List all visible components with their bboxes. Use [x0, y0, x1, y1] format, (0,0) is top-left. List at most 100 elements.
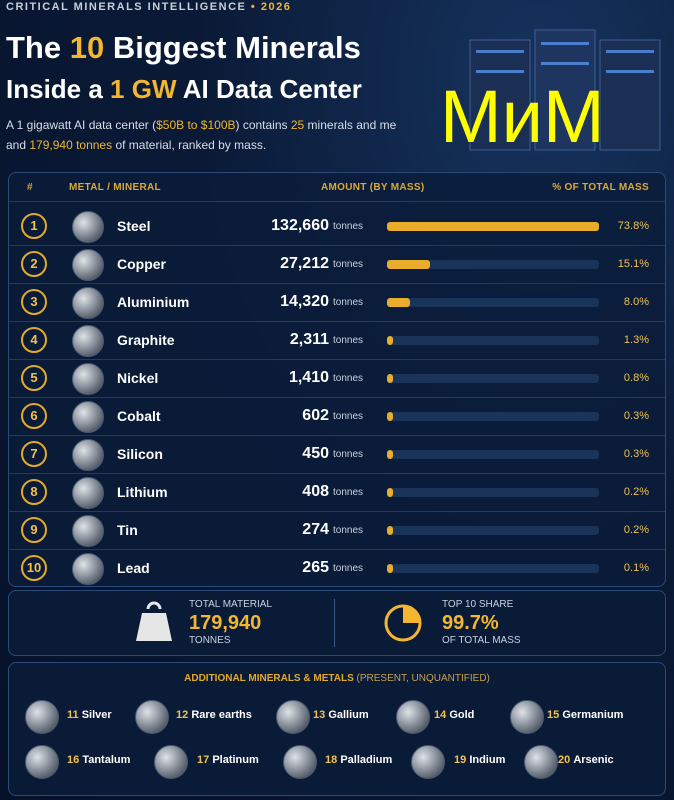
title-line-1: The 10 Biggest Minerals	[6, 30, 361, 66]
mineral-icon	[276, 700, 310, 734]
kicker-separator: •	[250, 1, 257, 13]
item-name: Tantalum	[82, 754, 131, 766]
text-piece: Inside a	[6, 74, 111, 104]
share-label: 15.1%	[617, 258, 649, 270]
rank-badge: 2	[21, 251, 47, 277]
text-piece: 25	[290, 118, 305, 132]
mineral-icon	[72, 553, 104, 585]
item-name: Platinum	[212, 754, 259, 766]
item-name: Arsenic	[573, 754, 614, 766]
rank-badge: 5	[21, 365, 47, 391]
amount: 274	[302, 521, 329, 538]
amount: 27,212	[280, 255, 329, 272]
share-label: 0.3%	[623, 410, 649, 422]
amount: 602	[302, 407, 329, 424]
bar-track	[387, 374, 599, 383]
share-label: 0.2%	[623, 486, 649, 498]
ranking-table: # METAL / MINERAL AMOUNT (BY MASS) % OF TOT…	[8, 172, 666, 587]
subtitle-line-1: A 1 gigawatt AI data center ($50B to $10…	[6, 118, 396, 132]
item-rank: 15	[547, 709, 560, 721]
mineral-icon	[283, 745, 317, 779]
item-name: Indium	[469, 754, 506, 766]
mineral-name: Lead	[117, 560, 150, 576]
text-piece: 10	[69, 30, 105, 65]
text-piece: ) contains	[235, 118, 291, 132]
share-icon	[384, 604, 422, 642]
rank-badge: 9	[21, 517, 47, 543]
share-bar	[387, 488, 393, 497]
mineral-icon	[154, 745, 188, 779]
rank-badge: 1	[21, 213, 47, 239]
additional-item: 19 Indium	[454, 754, 505, 766]
share-bar	[387, 336, 393, 345]
share-bar	[387, 526, 393, 535]
additional-item: 14 Gold	[434, 709, 474, 721]
row-divider	[9, 321, 665, 322]
mineral-name: Aluminium	[117, 294, 190, 310]
additional-item: 15 Germanium	[547, 709, 623, 721]
mineral-name: Nickel	[117, 370, 159, 386]
weight-icon	[136, 601, 172, 641]
bar-track	[387, 564, 599, 573]
unit: tonnes	[333, 563, 364, 574]
text-piece: 179,940 tonnes	[29, 138, 113, 152]
item-name: Germanium	[562, 709, 624, 721]
bar-track	[387, 450, 599, 459]
total-unit: TONNES	[189, 635, 231, 646]
additional-item: 12 Rare earths	[176, 709, 252, 721]
share-bar	[387, 260, 431, 269]
header-line	[9, 201, 665, 202]
mineral-icon	[510, 700, 544, 734]
column-header: METAL / MINERAL	[69, 182, 161, 193]
text-piece: minerals and me	[304, 118, 397, 132]
bar-track	[387, 412, 599, 421]
item-rank: 13	[313, 709, 326, 721]
mineral-name: Lithium	[117, 484, 168, 500]
column-header: AMOUNT (BY MASS)	[321, 182, 425, 193]
additional-panel: ADDITIONAL MINERALS & METALS (PRESENT, U…	[8, 662, 666, 796]
bar-track	[387, 298, 599, 307]
item-rank: 12	[176, 709, 189, 721]
amount: 450	[302, 445, 329, 462]
share-label: 1.3%	[623, 334, 649, 346]
divider	[334, 599, 335, 647]
rank-badge: 7	[21, 441, 47, 467]
share-bar	[387, 222, 599, 231]
amount: 2,311	[289, 331, 329, 348]
additional-heading: ADDITIONAL MINERALS & METALS (PRESENT, U…	[9, 673, 665, 684]
mineral-icon	[72, 439, 104, 471]
mineral-icon	[411, 745, 445, 779]
text-piece: A 1 gigawatt AI data center (	[6, 118, 157, 132]
unit: tonnes	[333, 487, 364, 498]
item-name: Gallium	[328, 709, 369, 721]
share-label: 0.1%	[623, 562, 649, 574]
share-bar	[387, 450, 393, 459]
rank-badge: 6	[21, 403, 47, 429]
unit: tonnes	[333, 525, 364, 536]
unit: tonnes	[333, 297, 364, 308]
text-piece: The	[6, 30, 70, 65]
item-rank: 11	[67, 709, 79, 721]
share-bar	[387, 564, 393, 573]
subtitle-line-2: and 179,940 tonnes of material, ranked b…	[6, 138, 266, 152]
amount: 1,410	[288, 369, 329, 386]
bar-track	[387, 260, 599, 269]
unit: tonnes	[333, 221, 364, 232]
share-bar	[387, 298, 410, 307]
text-piece: AI Data Center	[176, 74, 362, 104]
mineral-icon	[72, 363, 104, 395]
share-unit: OF TOTAL MASS	[442, 635, 521, 646]
unit: tonnes	[333, 373, 364, 384]
mineral-icon	[72, 477, 104, 509]
row-divider	[9, 549, 665, 550]
amount: 132,660	[271, 217, 329, 234]
watermark: МиМ	[440, 75, 605, 158]
additional-item: 11 Silver	[67, 709, 112, 721]
rank-badge: 3	[21, 289, 47, 315]
share-label: 73.8%	[617, 220, 649, 232]
total-label: TOTAL MATERIAL	[189, 599, 272, 610]
item-rank: 16	[67, 754, 80, 766]
title-line-2: Inside a 1 GW AI Data Center	[6, 74, 362, 105]
heading-text: ADDITIONAL MINERALS & METALS	[184, 673, 354, 684]
